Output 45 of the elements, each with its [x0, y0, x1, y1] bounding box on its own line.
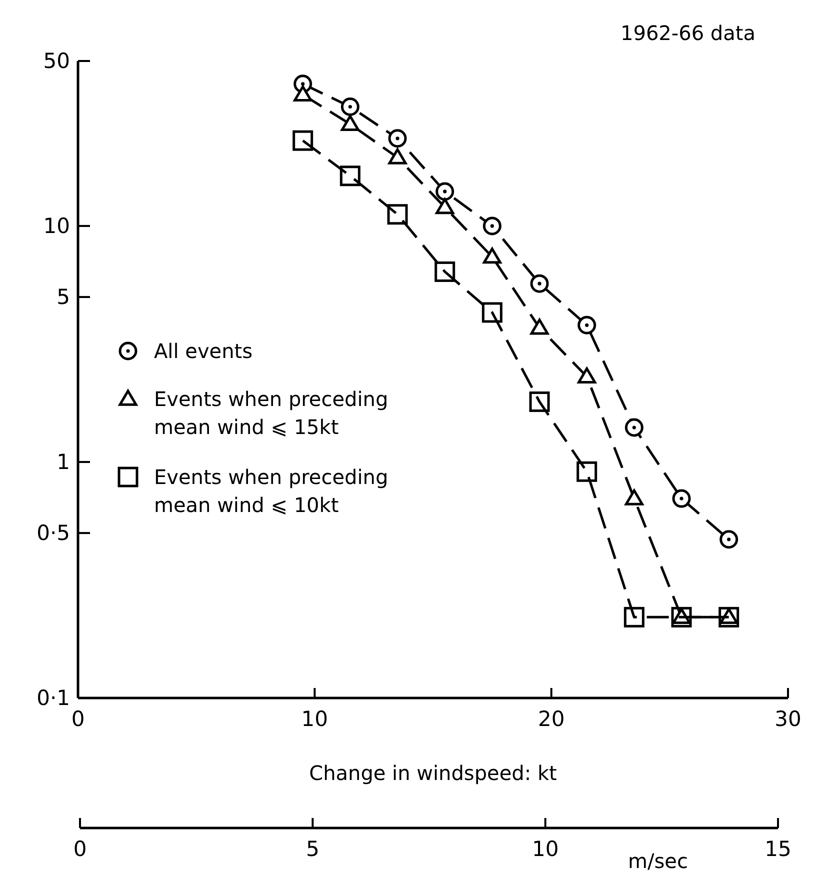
point	[436, 198, 454, 214]
legend-label: Events when preceding mean wind ⩽ 10kt	[154, 465, 388, 517]
point	[434, 261, 456, 282]
y-tick-label: 0·1	[36, 686, 70, 710]
point	[388, 129, 407, 148]
x2-tick-label: 15	[764, 837, 792, 861]
y-tick-label: 0·5	[36, 521, 70, 546]
chart-title: 1962-66 data	[620, 21, 756, 45]
point	[720, 530, 738, 549]
x2-tick-label: 10	[532, 837, 559, 861]
point	[529, 391, 550, 412]
point	[482, 216, 502, 236]
x-tick-label: 0	[71, 707, 85, 731]
legend-label: All events	[154, 339, 253, 363]
point	[482, 248, 502, 264]
y-tick-label: 1	[56, 450, 70, 474]
point	[624, 606, 644, 628]
point	[578, 367, 596, 384]
x-tick-label: 10	[301, 707, 328, 731]
point	[578, 316, 596, 334]
x-tick-label: 30	[774, 707, 802, 731]
legend-label: Events when preceding mean wind ⩽ 15kt	[154, 387, 388, 439]
x2-tick-label: 0	[73, 837, 87, 861]
point	[388, 148, 407, 164]
point	[340, 166, 360, 186]
point	[294, 85, 312, 102]
x-tick-label: 20	[538, 707, 565, 731]
x-axis-title: Change in windspeed: kt	[309, 761, 558, 785]
point	[482, 302, 502, 323]
point	[340, 114, 360, 132]
point	[340, 97, 360, 116]
point	[530, 318, 549, 335]
x2-tick-label: 5	[306, 837, 320, 861]
point	[624, 489, 644, 506]
x2-axis-title: m/sec	[628, 849, 688, 873]
point	[624, 418, 644, 437]
point	[530, 274, 549, 293]
y-tick-label: 5	[56, 285, 70, 310]
point	[576, 461, 598, 482]
point	[292, 130, 314, 151]
y-tick-label: 10	[43, 214, 70, 238]
point	[387, 204, 408, 225]
y-tick-label: 50	[43, 49, 70, 73]
point	[436, 182, 454, 201]
point	[672, 489, 691, 508]
